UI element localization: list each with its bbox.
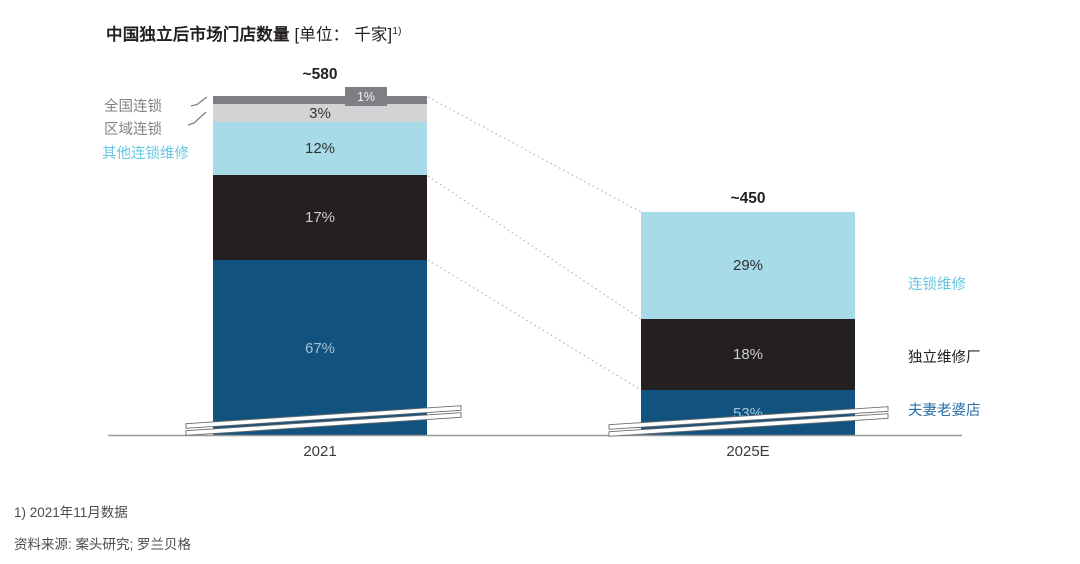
segment-value-label: 67% <box>304 339 336 357</box>
legend-national-chain: 全国连锁 <box>104 99 162 115</box>
segment-value-label: 53% <box>732 404 764 422</box>
chart-title-main: 中国独立后市场门店数量 <box>106 26 290 44</box>
leader-ticks <box>187 96 208 126</box>
stacked-bar-2021: 3% 12% 17% 67% <box>213 96 427 436</box>
leader-tick-regional-chain <box>187 111 207 126</box>
segment-2025e-chain-repair: 29% <box>641 212 855 319</box>
segment-value-label: 1% <box>356 89 376 104</box>
total-label-2021: ~580 <box>302 66 338 83</box>
x-axis-label-2021: 2021 <box>303 443 337 460</box>
leader-tick-national-chain <box>190 96 208 107</box>
segment-value-label: 12% <box>304 140 336 157</box>
total-label-2025e: ~450 <box>730 190 766 207</box>
segment-2021-regional-chain: 3% <box>213 104 427 122</box>
footnote-note: 1) 2021年11月数据 <box>14 505 128 520</box>
segment-value-label: 3% <box>309 104 331 122</box>
legend-independent-workshop: 独立维修厂 <box>908 350 981 366</box>
segment-2021-other-chain-repair: 12% <box>213 122 427 175</box>
segment-value-label: 17% <box>304 209 336 226</box>
segment-2021-independent-workshop: 17% <box>213 175 427 260</box>
legend-mom-and-pop: 夫妻老婆店 <box>908 403 981 419</box>
connector-line-bottom <box>427 259 642 391</box>
segment-value-label: 29% <box>732 257 764 274</box>
segment-value-label: 18% <box>732 346 764 363</box>
chart-title: 中国独立后市场门店数量 [单位： 千家]1) <box>106 21 402 45</box>
legend-other-chain-repair: 其他连锁维修 <box>102 146 189 162</box>
chart-title-footnote-ref: 1) <box>392 26 402 37</box>
connector-line-top <box>427 96 642 213</box>
x-axis-label-2025e: 2025E <box>726 443 770 460</box>
segment-2025e-independent-workshop: 18% <box>641 319 855 390</box>
footnote-source: 资料来源: 案头研究; 罗兰贝格 <box>14 537 192 552</box>
connector-line-middle <box>427 175 642 320</box>
stacked-bar-2025e: 29% 18% 53% <box>641 212 855 436</box>
segment-2021-national-chain-badge: 1% <box>345 87 387 106</box>
segment-2021-national-chain <box>213 96 427 104</box>
legend-regional-chain: 区域连锁 <box>104 122 162 138</box>
connector-lines <box>427 96 642 391</box>
segment-2025e-mom-and-pop: 53% <box>641 390 855 436</box>
segment-2021-mom-and-pop: 67% <box>213 260 427 436</box>
chart-title-unit: [单位： 千家] <box>289 26 393 44</box>
legend-chain-repair: 连锁维修 <box>908 277 966 293</box>
